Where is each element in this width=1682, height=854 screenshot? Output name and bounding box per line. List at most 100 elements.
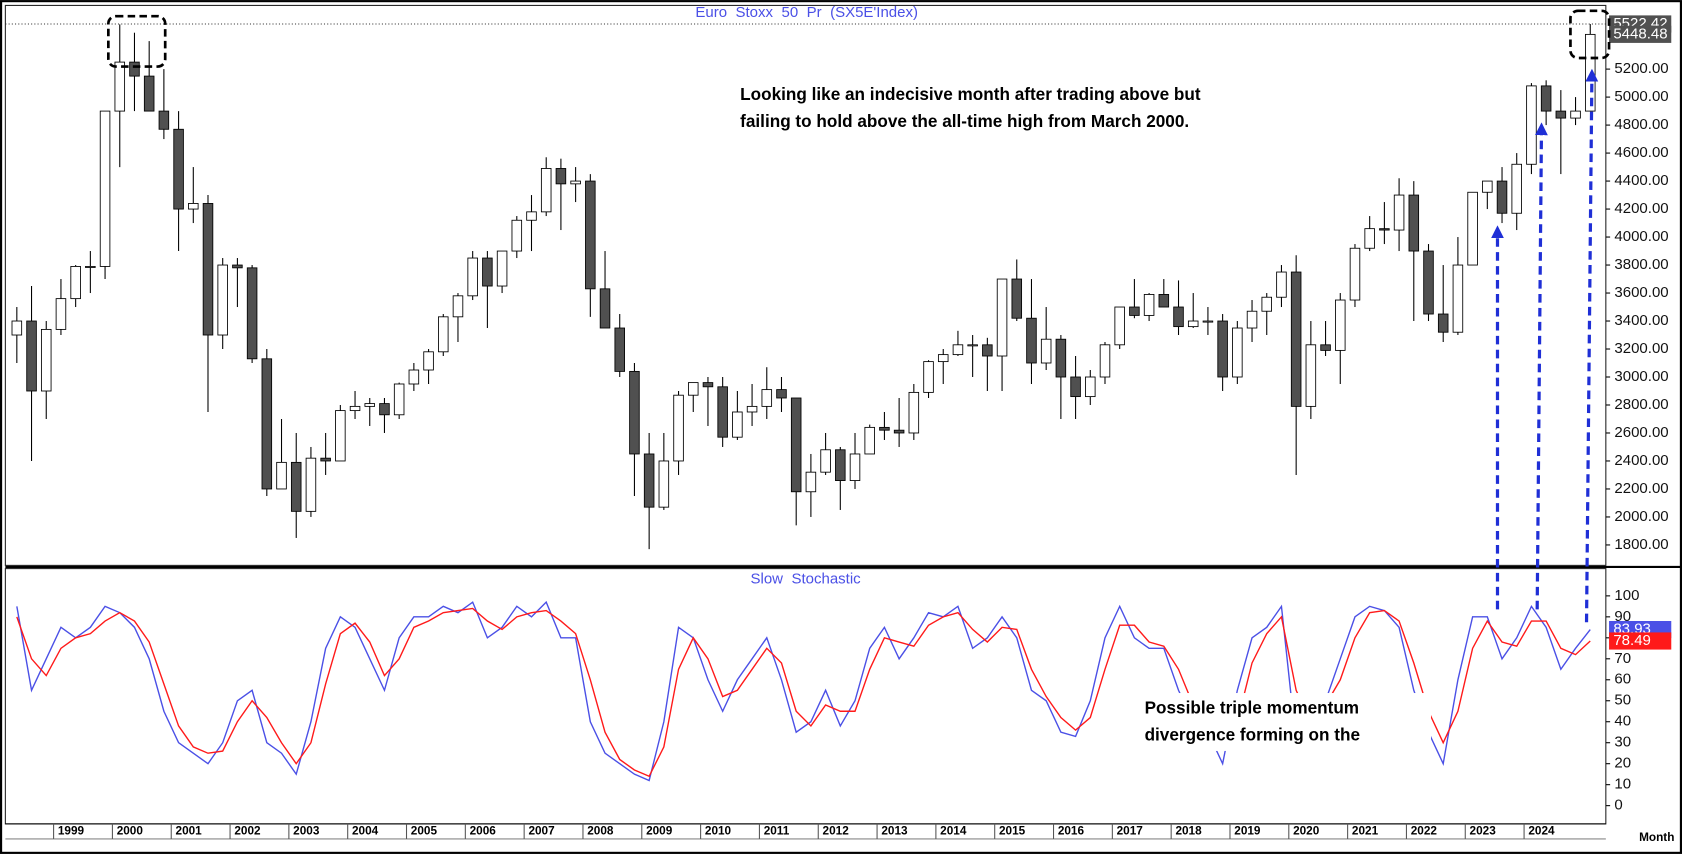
candle-body — [1408, 194, 1420, 252]
candle-body — [1437, 313, 1449, 333]
y-tick-label: 3600.00 — [1614, 284, 1668, 301]
candle-body — [585, 180, 596, 290]
y-tick-label: 3800.00 — [1614, 256, 1668, 273]
x-tick-label: 2000 — [117, 825, 144, 838]
candle-body — [790, 397, 802, 493]
candle-body — [26, 320, 37, 392]
candle-body — [85, 266, 96, 268]
x-tick-label: 2012 — [823, 825, 850, 838]
value-marker — [1609, 25, 1672, 43]
candle-body — [129, 61, 140, 77]
candle-body — [1423, 250, 1434, 315]
annotation: failing to hold above the all-time high … — [740, 111, 1189, 131]
candle-body — [599, 288, 611, 329]
annotation: Looking like an indecisive month after t… — [740, 84, 1201, 104]
candle-body — [11, 320, 23, 336]
y-tick-label: 4800.00 — [1614, 116, 1668, 133]
x-tick-label: 2005 — [411, 825, 438, 838]
y-tick-label: 10 — [1614, 776, 1631, 793]
x-tick-label: 2003 — [293, 825, 320, 838]
candle-body — [276, 461, 287, 490]
candle-body — [379, 403, 390, 416]
candle-body — [1217, 320, 1228, 378]
candle-body — [1143, 293, 1155, 316]
x-tick-label: 2008 — [587, 825, 614, 838]
x-tick-label: 2006 — [470, 825, 497, 838]
candle-body — [717, 386, 728, 438]
price-panel — [4, 4, 1607, 566]
candle-body — [1482, 180, 1493, 193]
candle-body — [1379, 228, 1390, 231]
candle-body — [1261, 296, 1273, 312]
candle-body — [540, 168, 552, 213]
candle-body — [423, 351, 434, 371]
candle-body — [923, 361, 934, 393]
y-tick-label: 2200.00 — [1614, 480, 1668, 497]
highlight-box — [1569, 9, 1611, 60]
candle-body — [1320, 344, 1331, 351]
x-tick-label: 2020 — [1293, 825, 1320, 838]
candle-body — [305, 457, 317, 512]
y-tick-label: 60 — [1614, 671, 1631, 688]
candle-body — [658, 460, 670, 508]
divergence-arrow — [1584, 68, 1599, 623]
candle-body — [1526, 85, 1537, 165]
candle-body — [1305, 344, 1317, 407]
candle-body — [1540, 85, 1552, 112]
y-tick-label: 0 — [1614, 797, 1622, 814]
candle-body — [511, 219, 523, 252]
panel-title: Slow Stochastic — [751, 570, 862, 587]
candle-body — [1364, 228, 1375, 249]
x-tick-label: 2002 — [234, 825, 261, 838]
x-tick-label: 2013 — [881, 825, 908, 838]
candle-body — [335, 410, 346, 462]
x-tick-label: 2024 — [1528, 825, 1555, 838]
candle-body — [1158, 293, 1170, 308]
candle-body — [1099, 344, 1111, 378]
candle-body — [1452, 264, 1464, 333]
candle-body — [629, 370, 640, 455]
candle-body — [261, 358, 273, 490]
highlight-box — [107, 14, 167, 68]
y-tick-label: 5000.00 — [1614, 88, 1668, 105]
y-tick-label: 3200.00 — [1614, 340, 1668, 357]
annotation: Possible triple momentum — [1145, 698, 1360, 718]
divergence-arrow — [1534, 122, 1548, 610]
candle-body — [1335, 299, 1346, 351]
y-tick-label: 5200.00 — [1614, 60, 1668, 77]
candle-body — [835, 449, 846, 481]
x-tick-label: 2014 — [940, 825, 967, 838]
annotation-background — [1139, 693, 1431, 751]
y-tick-label: 2800.00 — [1614, 396, 1668, 413]
candle-body — [996, 278, 1008, 357]
candle-body — [408, 369, 420, 385]
x-tick-label: 2021 — [1352, 825, 1379, 838]
y-tick-label: 2600.00 — [1614, 424, 1668, 441]
y-tick-label: 100 — [1614, 587, 1639, 604]
x-tick-label: 2016 — [1058, 825, 1085, 838]
candle-body — [1114, 306, 1125, 346]
y-tick-label: 50 — [1614, 692, 1631, 709]
candle-body — [849, 453, 861, 481]
candle-body — [1276, 271, 1287, 298]
candle-body — [570, 180, 581, 185]
candle-body — [173, 128, 184, 210]
candle-body — [1570, 110, 1581, 119]
candle-body — [217, 264, 228, 336]
candle-body — [687, 382, 699, 396]
candle-body — [202, 203, 214, 336]
x-tick-label: 2007 — [528, 825, 555, 838]
candle-body — [1187, 320, 1199, 328]
candle-body — [1129, 306, 1140, 316]
candle-body — [908, 391, 920, 434]
candle-body — [614, 327, 625, 372]
candle-body — [702, 382, 714, 388]
candle-body — [246, 267, 258, 360]
candle-body — [1467, 191, 1478, 266]
candle-body — [1173, 306, 1184, 328]
x-tick-label: 2001 — [176, 825, 203, 838]
y-tick-label: 4000.00 — [1614, 228, 1668, 245]
candle-body — [673, 394, 684, 462]
y-tick-label: 4200.00 — [1614, 200, 1668, 217]
